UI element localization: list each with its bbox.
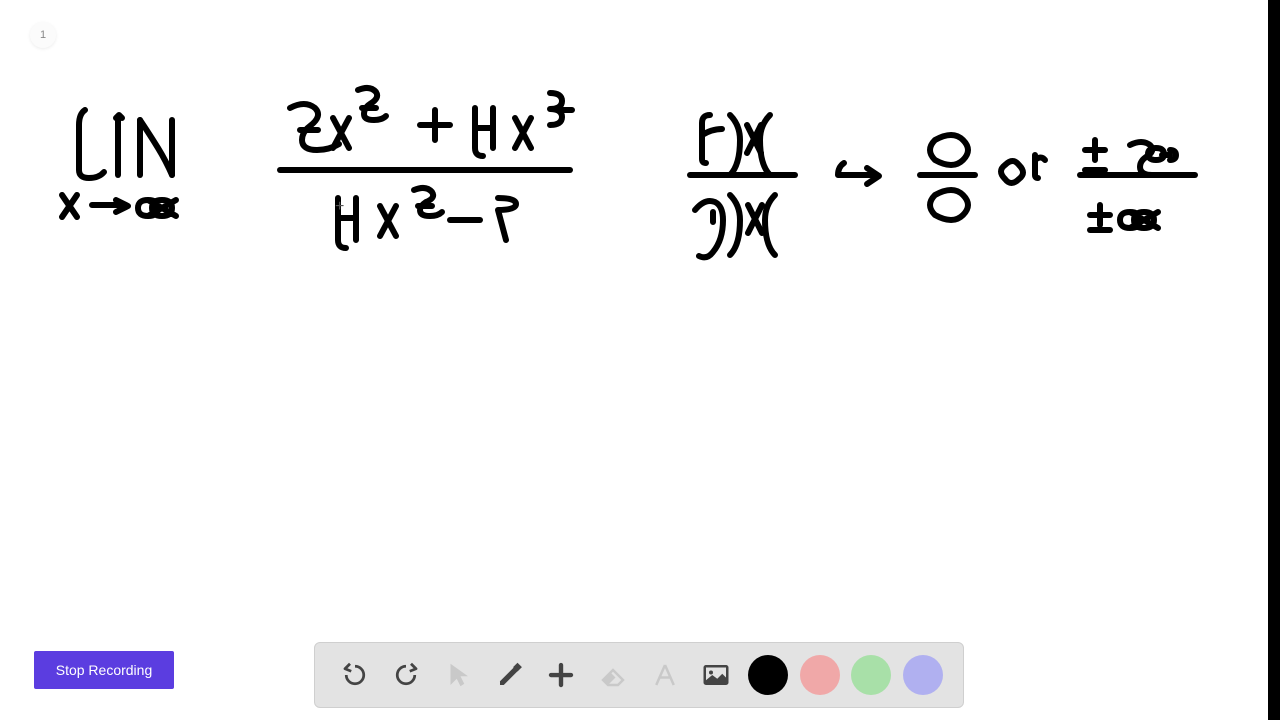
handwriting-layer: [0, 0, 1268, 720]
text-icon: [650, 660, 680, 690]
color-pink[interactable]: [800, 655, 840, 695]
color-purple[interactable]: [903, 655, 943, 695]
undo-icon: [340, 660, 370, 690]
image-tool[interactable]: [696, 655, 736, 695]
whiteboard-canvas[interactable]: 1 + Stop Recording: [0, 0, 1268, 720]
pointer-icon: [443, 660, 473, 690]
pen-icon: [495, 660, 525, 690]
eraser-icon: [598, 660, 628, 690]
toolbar: [314, 642, 964, 708]
add-tool[interactable]: [541, 655, 581, 695]
cursor-cross: +: [335, 198, 344, 216]
eraser-tool[interactable]: [593, 655, 633, 695]
redo-icon: [391, 660, 421, 690]
pointer-tool[interactable]: [438, 655, 478, 695]
redo-button[interactable]: [386, 655, 426, 695]
plus-icon: [546, 660, 576, 690]
pen-tool[interactable]: [490, 655, 530, 695]
undo-button[interactable]: [335, 655, 375, 695]
color-black[interactable]: [748, 655, 788, 695]
image-icon: [701, 660, 731, 690]
stop-recording-button[interactable]: Stop Recording: [34, 651, 174, 689]
text-tool[interactable]: [645, 655, 685, 695]
color-green[interactable]: [851, 655, 891, 695]
